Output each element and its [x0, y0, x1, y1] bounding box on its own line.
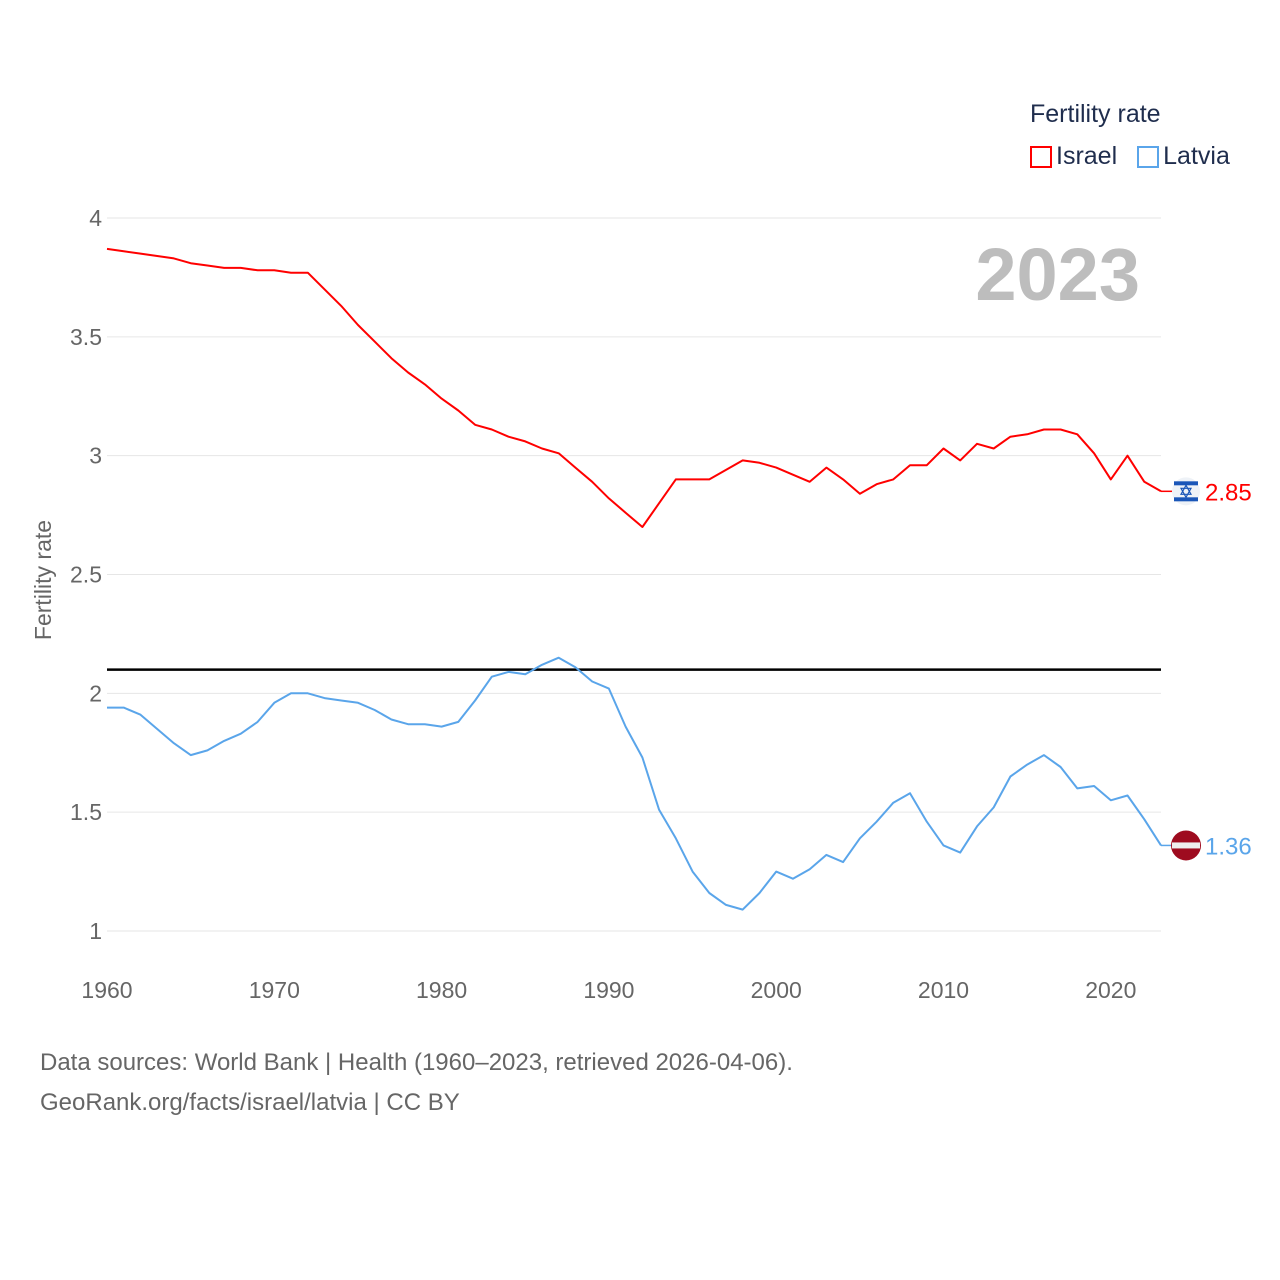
x-tick-label: 2010 — [918, 977, 969, 1003]
y-tick-label: 3.5 — [70, 324, 102, 350]
y-tick-label: 4 — [89, 205, 102, 231]
israel-flag-icon — [1172, 477, 1200, 506]
latvia-swatch — [1137, 145, 1160, 168]
legend-label: Latvia — [1163, 142, 1230, 170]
x-tick-label: 1980 — [416, 977, 467, 1003]
year-watermark: 2023 — [975, 233, 1140, 316]
legend-title: Fertility rate — [1030, 100, 1161, 128]
legend: Israel Latvia — [1030, 142, 1230, 171]
latvia-flag-icon — [1171, 830, 1201, 861]
x-tick-label: 2020 — [1085, 977, 1136, 1003]
star-of-david — [1179, 484, 1193, 499]
israel-swatch — [1030, 145, 1052, 168]
legend-item-latvia[interactable]: Latvia — [1137, 142, 1230, 171]
flag-stripe — [1172, 842, 1200, 849]
flag-stripe — [1174, 497, 1198, 502]
x-tick-label: 1970 — [249, 977, 300, 1003]
legend-label: Israel — [1056, 142, 1118, 170]
y-axis-label: Fertility rate — [30, 520, 56, 640]
source-link[interactable]: GeoRank.org/facts/israel/latvia | CC BY — [40, 1089, 460, 1116]
israel-line — [106, 247, 1162, 528]
y-tick-label: 2.5 — [70, 562, 102, 588]
data-source-text: Data sources: World Bank | Health (1960–… — [40, 1049, 793, 1076]
end-value-label: 2.85 — [1205, 479, 1252, 506]
x-tick-label: 2000 — [751, 977, 802, 1003]
legend-item-israel[interactable]: Israel — [1030, 142, 1117, 171]
latvia-line — [107, 656, 1162, 911]
x-tick-label: 1960 — [81, 977, 132, 1003]
end-value-label: 1.36 — [1205, 833, 1252, 860]
y-tick-label: 3 — [89, 443, 102, 469]
y-tick-label: 1.5 — [70, 799, 102, 825]
y-tick-label: 1 — [89, 918, 102, 944]
flag-stripe — [1174, 481, 1198, 486]
y-tick-label: 2 — [89, 680, 102, 706]
x-tick-label: 1990 — [583, 977, 634, 1003]
footer: Data sources: World Bank | Health (1960–… — [40, 1043, 793, 1123]
